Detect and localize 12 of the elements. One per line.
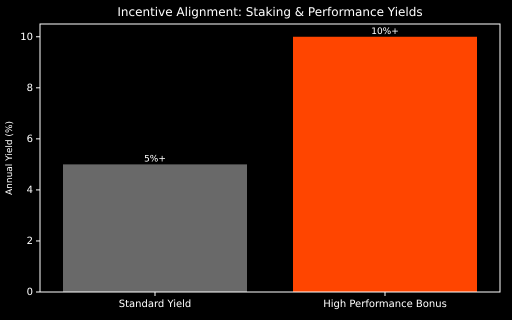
y-tick-label: 4 bbox=[26, 185, 33, 196]
y-tick-label: 8 bbox=[26, 83, 33, 94]
y-tick-label: 10 bbox=[20, 32, 33, 43]
y-tick-label: 0 bbox=[26, 287, 33, 298]
chart-title: Incentive Alignment: Staking & Performance Yields bbox=[117, 5, 423, 19]
y-axis-title: Annual Yield (%) bbox=[5, 120, 15, 196]
x-tick-label: Standard Yield bbox=[118, 299, 192, 310]
y-tick-label: 2 bbox=[26, 236, 33, 248]
data-label: 5%+ bbox=[144, 154, 166, 164]
y-tick-label: 6 bbox=[26, 134, 33, 146]
x-tick-label: High Performance Bonus bbox=[323, 299, 447, 310]
data-label: 10%+ bbox=[371, 26, 399, 37]
